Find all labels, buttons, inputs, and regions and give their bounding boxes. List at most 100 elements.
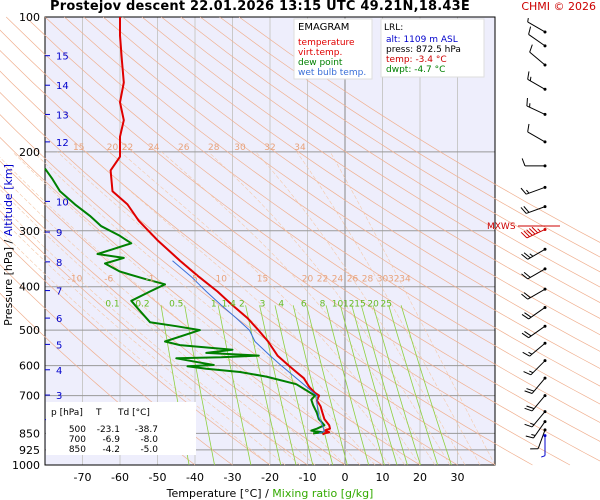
wind-barb-flag	[524, 312, 532, 318]
moist-adiabat-label: 20	[302, 275, 314, 285]
table-row-500-t: -23.1	[97, 425, 120, 435]
wind-barb-staff	[528, 307, 546, 320]
lrl-altitude: alt: 1109 m ASL	[386, 35, 458, 45]
temperature-tick-label: -40	[186, 471, 204, 484]
wind-barb	[525, 420, 547, 439]
wind-barb-station	[543, 359, 547, 363]
wind-barb-station	[543, 247, 547, 251]
copyright-label: CHMI © 2026	[521, 0, 596, 13]
wind-barb-staff	[526, 186, 546, 195]
mixing-ratio-line	[360, 305, 408, 466]
wind-barb-station	[543, 420, 547, 424]
wind-barb-half-flag	[529, 76, 532, 81]
mixing-ratio-label: 10	[332, 299, 344, 309]
wind-barb-flag	[524, 390, 533, 394]
wind-barb-flag	[522, 351, 530, 357]
wind-barb-half-flag	[529, 370, 534, 374]
dry-adiabat-line	[238, 16, 600, 243]
x-axis-temperature-label: Temperature [°C]	[166, 487, 262, 500]
wind-barb-staff	[527, 268, 546, 280]
wind-barb-station	[543, 305, 547, 309]
series-temperature	[109, 17, 331, 436]
dry-adiabat-line	[83, 16, 600, 369]
wind-barb	[524, 376, 547, 394]
pressure-tick-label: 100	[19, 11, 40, 24]
legend-item-temperature: temperature	[298, 38, 355, 48]
temperature-tick-label: 20	[413, 471, 427, 484]
mxws-label: MXWS	[487, 222, 516, 232]
wind-barb	[523, 359, 547, 376]
wind-barb	[521, 287, 547, 300]
wind-barb-flag	[526, 388, 535, 392]
dry-adiabat-line	[5, 16, 600, 442]
wind-barb-staff	[537, 429, 546, 449]
moist-adiabat-label: 28	[362, 275, 374, 285]
moist-adiabat-label: 10	[216, 275, 228, 285]
moist-adiabat-line	[12, 151, 361, 466]
temperature-tick-label: -30	[224, 471, 242, 484]
y-axis-separator: /	[2, 236, 15, 243]
moist-adiabat-line	[120, 151, 421, 466]
wind-barb-half-flag	[526, 189, 530, 194]
wind-barb-station	[543, 63, 547, 67]
temperature-tick-label: -70	[74, 471, 92, 484]
wind-barb	[527, 17, 547, 34]
mixing-ratio-label: 0.5	[169, 299, 183, 309]
altitude-tick-label: 15	[56, 52, 69, 63]
wind-barb	[521, 267, 547, 280]
wind-barb-staff	[526, 206, 546, 214]
wind-barb-staff	[533, 421, 546, 439]
wind-barb-staff	[527, 288, 546, 300]
wind-barb-flag	[520, 207, 527, 214]
dry-adiabat-line	[0, 185, 346, 466]
wind-barb-staff	[528, 33, 546, 47]
wind-barb-station	[543, 205, 547, 209]
moist-adiabat-label: 30	[377, 275, 389, 285]
dry-adiabat-line	[141, 16, 600, 319]
pressure-tick-label: 500	[19, 324, 40, 337]
altitude-tick-label: 6	[56, 314, 62, 325]
wind-barb-station	[543, 30, 547, 34]
moist-adiabat-line	[296, 151, 481, 466]
moist-adiabat-label: 5	[192, 275, 198, 285]
table-row-850-td: -5.0	[140, 445, 158, 455]
altitude-tick-label: 9	[56, 228, 62, 239]
moist-adiabat-label: -6	[104, 275, 113, 285]
moist-adiabat-line	[329, 151, 496, 466]
wind-barb-station	[543, 227, 547, 231]
wind-barb	[521, 305, 547, 320]
dry-adiabat-line	[0, 29, 600, 462]
summary-table: p [hPa] T Td [°C] 500 -23.1 -38.7 700 -6…	[46, 402, 196, 455]
mixing-ratio-line	[306, 305, 348, 466]
pressure-tick-label: 850	[19, 427, 40, 440]
altitude-tick-label: 4	[56, 366, 62, 377]
wind-barb-flag	[531, 226, 539, 234]
mixing-ratio-label: 0.1	[105, 299, 119, 309]
table-row-700-t: -6.9	[102, 435, 120, 445]
mixing-ratio-label: 12	[343, 299, 354, 309]
wind-barb-staff	[531, 411, 546, 428]
series-layer	[44, 17, 331, 436]
wind-barb-flag	[526, 405, 535, 410]
wind-barb	[520, 226, 547, 239]
wind-barb-station	[543, 112, 547, 116]
lrl-pressure: press: 872.5 hPa	[386, 45, 461, 55]
temperature-tick-label: -20	[261, 471, 279, 484]
wind-barbs	[520, 17, 547, 458]
pressure-tick-label: 1000	[12, 459, 40, 472]
table-row-500-td: -38.7	[135, 425, 158, 435]
wind-barb-station	[543, 185, 547, 189]
mixing-ratio-line	[400, 305, 452, 466]
dry-adiabat-label: 32	[264, 143, 275, 153]
wind-barb-half-flag	[537, 228, 541, 232]
mixing-ratio-line	[351, 305, 398, 466]
wind-barb-flag	[523, 230, 530, 237]
moist-adiabat-line	[0, 203, 301, 466]
wind-barb-station	[543, 140, 547, 144]
wind-barb-flag	[520, 231, 528, 239]
x-axis-mixing-label: Mixing ratio [g/kg]	[272, 487, 373, 500]
y-axis-label: Pressure [hPa] / Altitude [km]	[2, 164, 15, 326]
dry-adiabat-line	[0, 92, 496, 466]
moist-adiabat-label: 26	[347, 275, 359, 285]
mixing-ratio-line	[274, 305, 314, 466]
